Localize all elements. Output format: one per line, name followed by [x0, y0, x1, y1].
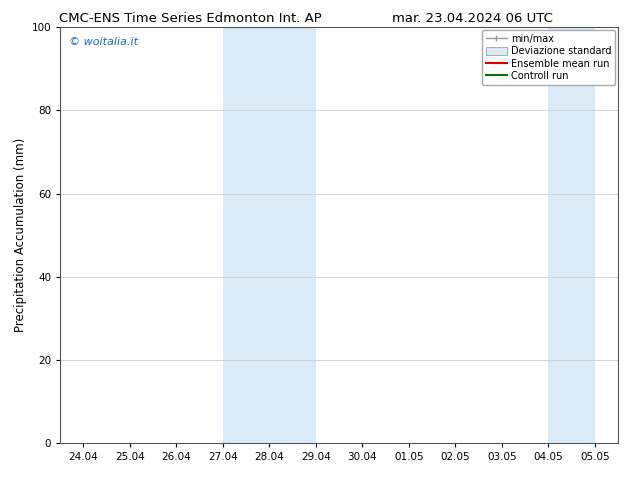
Text: © woitalia.it: © woitalia.it — [68, 37, 138, 48]
Text: CMC-ENS Time Series Edmonton Int. AP: CMC-ENS Time Series Edmonton Int. AP — [59, 12, 321, 25]
Text: mar. 23.04.2024 06 UTC: mar. 23.04.2024 06 UTC — [392, 12, 553, 25]
Bar — [548, 27, 595, 443]
Bar — [223, 27, 316, 443]
Legend: min/max, Deviazione standard, Ensemble mean run, Controll run: min/max, Deviazione standard, Ensemble m… — [482, 30, 615, 85]
Y-axis label: Precipitation Accumulation (mm): Precipitation Accumulation (mm) — [15, 138, 27, 332]
